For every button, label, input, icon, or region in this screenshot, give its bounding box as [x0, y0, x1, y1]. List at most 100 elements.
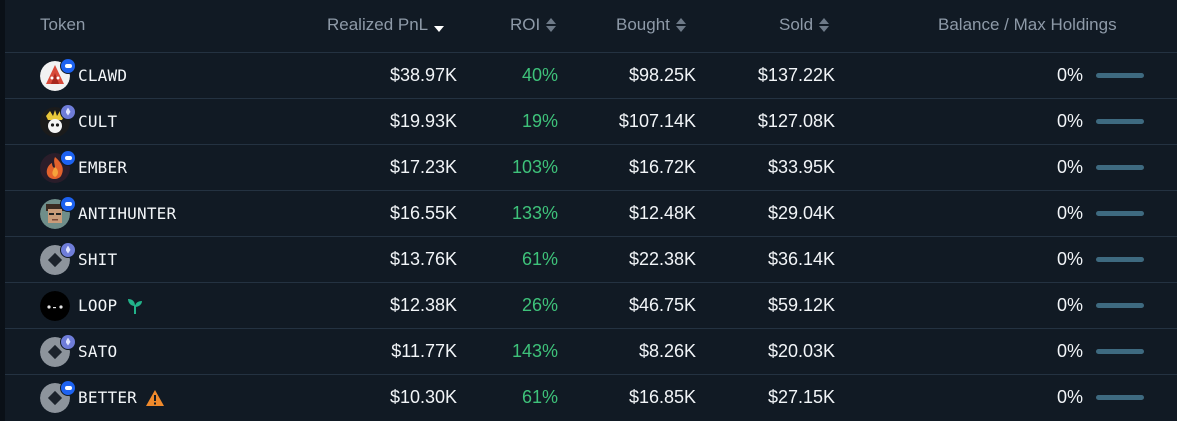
- token-name[interactable]: CLAWD: [78, 66, 128, 85]
- ethereum-icon: [60, 103, 76, 120]
- sold-value: $36.14K: [767, 249, 835, 269]
- column-header-balance-label: Balance / Max Holdings: [938, 15, 1117, 34]
- roi-value: 133%: [511, 203, 558, 223]
- sold-value: $20.03K: [767, 341, 835, 361]
- bought-value: $98.25K: [628, 65, 696, 85]
- sort-descending-icon[interactable]: [434, 18, 445, 32]
- sort-icon[interactable]: [675, 18, 686, 32]
- sold-value: $59.12K: [767, 295, 835, 315]
- token-name[interactable]: LOOP: [78, 296, 118, 315]
- column-header-sold-label: Sold: [779, 15, 814, 34]
- left-edge-divider: [0, 0, 5, 421]
- bought-value: $107.14K: [618, 111, 696, 131]
- table-row[interactable]: LOOP $12.38K 26% $46.75K $59.12K 0%: [5, 283, 1177, 329]
- balance-bar: [1096, 349, 1144, 354]
- roi-value: 19%: [521, 111, 558, 131]
- token-cell[interactable]: SHIT: [40, 237, 117, 282]
- sprout-icon: [125, 296, 145, 316]
- column-header-realized-pnl-label: Realized PnL: [327, 15, 429, 34]
- balance-percent: 0%: [1056, 65, 1083, 85]
- balance-bar: [1096, 165, 1144, 170]
- balance-bar: [1096, 257, 1144, 262]
- bought-value: $16.85K: [628, 387, 696, 407]
- table-row[interactable]: BETTER $10.30K 61% $16.85K $27.15K 0%: [5, 375, 1177, 420]
- column-header-sold[interactable]: Sold: [779, 15, 830, 35]
- sort-icon[interactable]: [819, 18, 830, 32]
- balance-percent: 0%: [1056, 157, 1083, 177]
- table-row[interactable]: SATO $11.77K 143% $8.26K $20.03K 0%: [5, 329, 1177, 375]
- balance-percent: 0%: [1056, 203, 1083, 223]
- balance-bar: [1096, 73, 1144, 78]
- table-header: Token Realized PnL ROI Bought Sold Balan…: [5, 0, 1177, 53]
- token-avatar: [40, 103, 76, 137]
- table-row[interactable]: SHIT $13.76K 61% $22.38K $36.14K 0%: [5, 237, 1177, 283]
- token-cell[interactable]: LOOP: [40, 283, 145, 328]
- token-cell[interactable]: BETTER: [40, 375, 165, 420]
- column-header-roi[interactable]: ROI: [510, 15, 557, 35]
- roi-value: 40%: [521, 65, 558, 85]
- token-name[interactable]: ANTIHUNTER: [78, 204, 177, 223]
- balance-percent: 0%: [1056, 341, 1083, 361]
- base-icon: [60, 379, 76, 396]
- table-row[interactable]: EMBER $17.23K 103% $16.72K $33.95K 0%: [5, 145, 1177, 191]
- base-icon: [60, 195, 76, 212]
- realized-pnl-value: $13.76K: [389, 249, 457, 269]
- balance-percent: 0%: [1056, 295, 1083, 315]
- roi-value: 103%: [511, 157, 558, 177]
- column-header-realized-pnl[interactable]: Realized PnL: [327, 15, 445, 35]
- sort-icon[interactable]: [546, 18, 557, 32]
- balance-bar: [1096, 211, 1144, 216]
- realized-pnl-value: $16.55K: [389, 203, 457, 223]
- column-header-token-label: Token: [40, 15, 86, 34]
- balance-percent: 0%: [1056, 111, 1083, 131]
- token-name[interactable]: BETTER: [78, 388, 137, 407]
- table-row[interactable]: ANTIHUNTER $16.55K 133% $12.48K $29.04K …: [5, 191, 1177, 237]
- sold-value: $29.04K: [767, 203, 835, 223]
- token-avatar: [40, 241, 76, 275]
- bought-value: $22.38K: [628, 249, 696, 269]
- token-name[interactable]: EMBER: [78, 158, 128, 177]
- realized-pnl-value: $11.77K: [391, 341, 457, 361]
- roi-value: 61%: [521, 387, 558, 407]
- column-header-balance: Balance / Max Holdings: [938, 15, 1117, 35]
- token-name[interactable]: SHIT: [78, 250, 118, 269]
- bought-value: $8.26K: [638, 341, 696, 361]
- column-header-bought[interactable]: Bought: [616, 15, 686, 35]
- base-icon: [60, 149, 76, 166]
- token-name[interactable]: SATO: [78, 342, 118, 361]
- token-name[interactable]: CULT: [78, 112, 118, 131]
- balance-bar: [1096, 395, 1144, 400]
- token-avatar: [40, 149, 76, 183]
- roi-value: 61%: [521, 249, 558, 269]
- sold-value: $127.08K: [757, 111, 835, 131]
- token-cell[interactable]: ANTIHUNTER: [40, 191, 176, 236]
- balance-bar: [1096, 119, 1144, 124]
- bought-value: $12.48K: [628, 203, 696, 223]
- balance-bar: [1096, 303, 1144, 308]
- column-header-roi-label: ROI: [510, 15, 541, 34]
- token-avatar: [40, 290, 70, 321]
- realized-pnl-value: $12.38K: [389, 295, 457, 315]
- loop-logo-icon: [40, 290, 70, 321]
- sold-value: $27.15K: [767, 387, 835, 407]
- bought-value: $46.75K: [628, 295, 696, 315]
- token-cell[interactable]: CLAWD: [40, 53, 127, 98]
- token-cell[interactable]: EMBER: [40, 145, 127, 190]
- column-header-bought-label: Bought: [616, 15, 670, 34]
- ethereum-icon: [60, 333, 76, 350]
- warning-icon[interactable]: [145, 389, 165, 407]
- balance-percent: 0%: [1056, 387, 1083, 407]
- balance-percent: 0%: [1056, 249, 1083, 269]
- realized-pnl-value: $17.23K: [389, 157, 457, 177]
- ethereum-icon: [60, 241, 76, 258]
- token-cell[interactable]: SATO: [40, 329, 117, 374]
- token-avatar: [40, 195, 76, 229]
- base-icon: [60, 57, 76, 74]
- table-row[interactable]: CLAWD $38.97K 40% $98.25K $137.22K 0%: [5, 53, 1177, 99]
- token-cell[interactable]: CULT: [40, 99, 117, 144]
- sold-value: $33.95K: [767, 157, 835, 177]
- roi-value: 26%: [521, 295, 558, 315]
- token-avatar: [40, 57, 76, 91]
- table-row[interactable]: CULT $19.93K 19% $107.14K $127.08K 0%: [5, 99, 1177, 145]
- bought-value: $16.72K: [628, 157, 696, 177]
